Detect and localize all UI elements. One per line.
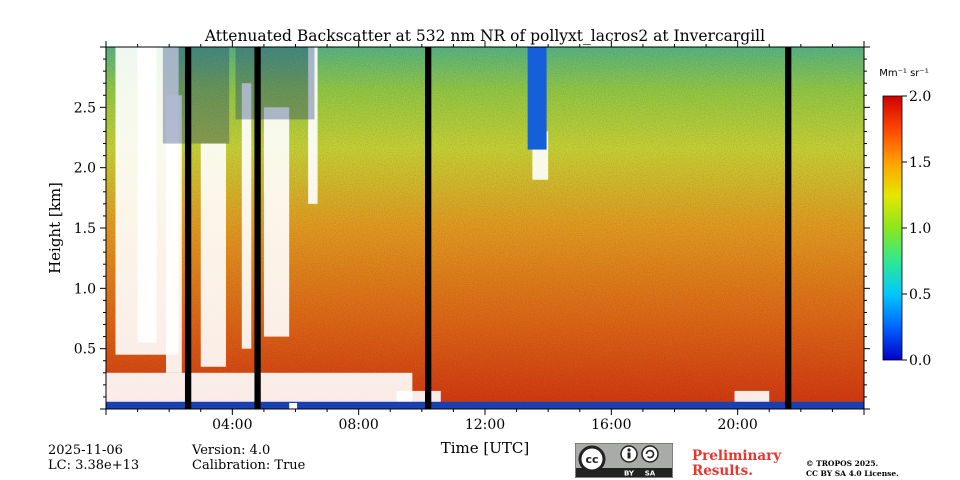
masked-region — [200, 143, 227, 367]
masked-region — [166, 95, 182, 373]
x-axis-label: Time [UTC] — [441, 439, 530, 457]
x-tick-label: 08:00 — [338, 417, 378, 433]
plot-area — [106, 47, 864, 409]
colorbar-tick-label: 1.0 — [909, 221, 931, 237]
gap-bars — [184, 47, 792, 409]
x-tick-label: 12:00 — [465, 417, 505, 433]
masked-region — [241, 83, 252, 349]
data-gap-bar — [424, 47, 432, 409]
svg-text:cc: cc — [585, 453, 598, 466]
svg-text:SA: SA — [645, 470, 656, 478]
y-axis-label: Height [km] — [46, 182, 64, 274]
masked-gap-bar — [289, 402, 298, 409]
y-tick-label: 0.5 — [74, 342, 96, 358]
masked-region — [308, 47, 318, 204]
footer-version: Version: 4.0 — [192, 443, 271, 458]
masked-region — [263, 107, 290, 337]
footer-lc: LC: 3.38e+13 — [48, 458, 140, 473]
colorbar-tick-label: 2.0 — [909, 89, 931, 105]
surface-band — [106, 401, 864, 409]
masked-region — [137, 47, 157, 343]
footer-calibration: Calibration: True — [192, 458, 306, 473]
x-tick-label: 20:00 — [717, 417, 757, 433]
cc-by-sa-badge: cc BY SA — [575, 443, 673, 478]
sa-icon — [641, 445, 659, 463]
data-gap-bar — [785, 47, 792, 409]
y-tick-label: 2.0 — [74, 161, 96, 177]
x-tick-label: 16:00 — [591, 417, 631, 433]
masked-region — [734, 390, 770, 403]
x-axis-ticks: 04:00 08:00 12:00 16:00 20:00 — [105, 41, 865, 433]
colorbar-tick-label: 0.0 — [909, 353, 931, 369]
colorbar-tick-label: 0.5 — [909, 287, 931, 303]
preliminary-results-note: Preliminary Results. — [692, 448, 782, 479]
noise-overlay — [106, 47, 864, 409]
colorbar — [882, 95, 903, 361]
cc-icon — [578, 445, 606, 473]
copyright-line-1: © TROPOS 2025. — [806, 459, 879, 468]
data-gap-bar — [184, 47, 192, 409]
copyright-line-2: CC BY SA 4.0 License. — [806, 469, 899, 478]
data-gap-bar — [254, 47, 261, 409]
svg-text:BY: BY — [624, 470, 635, 478]
chart-title: Attenuated Backscatter at 532 nm NR of p… — [204, 27, 765, 45]
cloud-top-region — [235, 47, 315, 120]
masked-region — [396, 390, 441, 403]
colorbar-ticks: 0.0 0.5 1.0 1.5 2.0 — [902, 89, 931, 369]
cloud-top-region — [162, 47, 230, 144]
x-tick-label: 04:00 — [212, 417, 252, 433]
low-signal-column — [527, 47, 547, 150]
y-axis-ticks: 0.5 1.0 1.5 2.0 2.5 — [74, 46, 870, 410]
y-tick-label: 2.5 — [74, 100, 96, 116]
y-tick-label: 1.5 — [74, 221, 96, 237]
colorbar-unit: Mm⁻¹ sr⁻¹ — [879, 68, 928, 79]
y-tick-label: 1.0 — [74, 281, 96, 297]
colorbar-tick-label: 1.5 — [909, 155, 931, 171]
footer-date: 2025-11-06 — [48, 443, 123, 458]
